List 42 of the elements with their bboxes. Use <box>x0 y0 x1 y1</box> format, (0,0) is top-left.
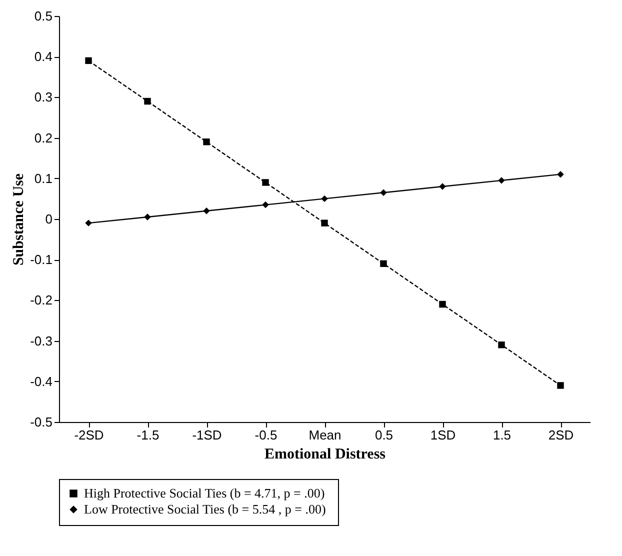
y-tick-label: -0.5 <box>30 414 52 430</box>
point <box>85 220 92 226</box>
point <box>557 382 564 389</box>
point <box>321 220 328 226</box>
point <box>498 342 505 348</box>
point <box>439 300 446 308</box>
y-tick-label: 0.1 <box>34 170 52 186</box>
x-tick-label: -0.5 <box>254 428 278 442</box>
y-tick-label: -0.2 <box>30 292 52 308</box>
legend-label: High Protective Social Ties (b = 4.71, p = .00) <box>84 486 325 500</box>
y-tick-label: -0.1 <box>30 252 52 268</box>
point <box>380 260 387 268</box>
x-tick-label: -2SD <box>74 428 104 442</box>
point <box>203 138 210 146</box>
y-tick-label: -0.4 <box>30 374 52 389</box>
y-tick-label: 0.5 <box>34 8 52 24</box>
x-tick-label: 1SD <box>430 428 456 442</box>
x-tick-label: -1.5 <box>136 428 160 442</box>
y-axis-title: Substance Use <box>11 173 28 266</box>
point <box>262 179 269 186</box>
point <box>380 189 387 196</box>
point <box>557 170 564 178</box>
point <box>144 98 151 105</box>
x-tick-label: Mean <box>308 428 342 442</box>
point <box>144 214 151 220</box>
legend-label: Low Protective Social Ties (b = 5.54 , p = .00) <box>84 502 326 516</box>
x-tick-label: 1.5 <box>492 428 512 442</box>
point <box>85 57 92 64</box>
x-tick-label: 0.5 <box>374 428 394 442</box>
y-tick-label: 0 <box>45 212 52 226</box>
y-tick-label: -0.3 <box>30 333 52 348</box>
y-tick-label: 0.4 <box>34 49 52 64</box>
point <box>439 183 446 190</box>
x-tick-label: -1SD <box>192 428 222 442</box>
x-axis-title: Emotional Distress <box>264 446 386 462</box>
point <box>262 201 269 208</box>
y-tick-label: 0.3 <box>34 90 52 105</box>
y-tick-label: 0.2 <box>34 130 52 146</box>
x-tick-label: 2SD <box>548 428 574 442</box>
point <box>321 195 328 202</box>
point <box>203 208 210 214</box>
point <box>498 177 505 184</box>
